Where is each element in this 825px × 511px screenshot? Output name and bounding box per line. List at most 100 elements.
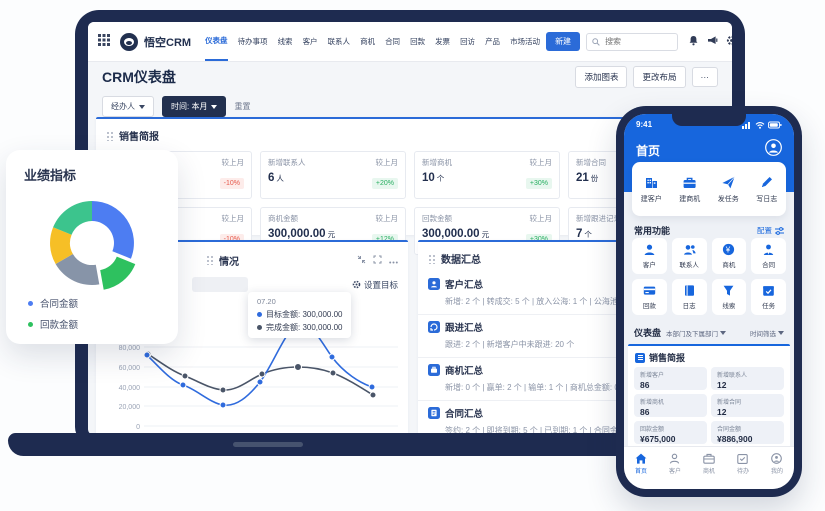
tile-contracts[interactable]: 合同: [751, 238, 786, 274]
series-dot-icon: [257, 325, 262, 330]
svg-text:60,000: 60,000: [119, 365, 141, 372]
summary-item-customer[interactable]: 客户汇总 新增: 2 个 | 转成交: 5 个 | 放入公海: 1 个 | 公海…: [418, 272, 724, 315]
tile-contacts[interactable]: 联系人: [671, 238, 707, 274]
megaphone-icon[interactable]: [707, 33, 718, 51]
tile-payments[interactable]: 回款: [632, 279, 667, 315]
svg-text:0: 0: [136, 424, 140, 431]
calendar-check-icon: [737, 454, 749, 464]
nav-item-contacts[interactable]: 联系人: [327, 37, 351, 46]
stat-tile[interactable]: 新增客户 86: [634, 367, 707, 390]
more-button[interactable]: ···: [691, 67, 718, 87]
tab-customers[interactable]: 客户: [669, 453, 681, 475]
search-box[interactable]: [586, 32, 679, 51]
common-functions-title: 常用功能: [634, 226, 671, 236]
gear-icon[interactable]: [726, 33, 732, 51]
trend-badge: -10%: [219, 178, 244, 189]
nav-item-marketing[interactable]: 市场活动: [510, 37, 541, 46]
nav-item-leads[interactable]: 线索: [277, 37, 293, 46]
kpi-donut-chart: [50, 201, 136, 290]
change-layout-button[interactable]: 更改布局: [633, 66, 686, 88]
chevron-down-icon: [211, 104, 218, 109]
phone-screen: 9:41 首页 建客户: [624, 114, 794, 489]
tile-tasks[interactable]: 任务: [751, 279, 786, 315]
summary-item-opportunity[interactable]: 商机汇总 新增: 0 个 | 赢单: 2 个 | 输单: 1 个 | 商机总金额…: [418, 358, 724, 401]
brief-card[interactable]: 新增商机 10 个较上月 +30%: [414, 151, 560, 199]
bell-icon[interactable]: [688, 33, 699, 51]
chevron-down-icon: [778, 330, 784, 335]
phone-notch: [672, 114, 746, 126]
quick-action-create-customer[interactable]: 建客户: [641, 175, 662, 204]
collapse-icon[interactable]: [357, 251, 366, 269]
quick-action-send-task[interactable]: 发任务: [718, 175, 739, 204]
tile-leads[interactable]: 线索: [711, 279, 747, 315]
add-chart-button[interactable]: 添加图表: [575, 66, 628, 88]
trend-badge: +30%: [525, 178, 552, 189]
svg-text:¥: ¥: [725, 245, 731, 254]
tab-todo[interactable]: 待办: [737, 453, 749, 475]
gear-icon: [352, 280, 361, 289]
status-time: 9:41: [636, 120, 653, 129]
nav-item-customers[interactable]: 客户: [302, 37, 318, 46]
stat-tile[interactable]: 回款金额 ¥675,000: [634, 421, 707, 444]
drag-handle-icon[interactable]: [106, 130, 114, 141]
reset-button[interactable]: 重置: [234, 102, 251, 111]
fullscreen-icon[interactable]: [373, 251, 382, 269]
kpi-title: 业绩指标: [24, 168, 77, 183]
time-filter-phone[interactable]: 时间筛选: [750, 328, 784, 338]
tile-logs[interactable]: 日志: [671, 279, 707, 315]
nav-item-opportunities[interactable]: 商机: [360, 37, 376, 46]
stat-tile[interactable]: 新增联系人 12: [711, 367, 784, 390]
time-filter[interactable]: 时间: 本月: [162, 96, 227, 117]
set-goal-button[interactable]: 设置目标: [352, 279, 398, 291]
page-header: CRM仪表盘 添加图表 更改布局 ···: [88, 66, 732, 88]
drag-handle-icon[interactable]: [206, 255, 214, 265]
top-navbar: 悟空CRM 仪表盘 待办事项 线索 客户 联系人 商机 合同 回款 发票 回访 …: [88, 22, 732, 62]
stat-tile[interactable]: 新增合同 12: [711, 394, 784, 417]
legend-item: 回款金额: [28, 317, 78, 331]
metric-toggle[interactable]: [192, 277, 248, 292]
brief-doc-icon: [635, 352, 645, 363]
brief-card[interactable]: 新增联系人 6 人较上月 +20%: [260, 151, 406, 199]
new-button[interactable]: 新建: [546, 32, 581, 51]
kpi-legend: 合同金额 回款金额: [28, 296, 78, 338]
briefcase-icon: [703, 453, 715, 464]
tile-customers[interactable]: 客户: [632, 238, 667, 274]
stat-tile[interactable]: 新增商机 86: [634, 394, 707, 417]
nav-item-visits[interactable]: 回访: [460, 37, 476, 46]
config-button[interactable]: 配置: [757, 225, 784, 236]
tab-me[interactable]: 我的: [771, 453, 783, 475]
followup-icon: [428, 321, 440, 333]
drag-handle-icon[interactable]: [428, 253, 436, 264]
laptop-base: [8, 433, 712, 456]
sliders-icon: [775, 226, 784, 235]
filter-bar: 经办人 时间: 本月 重置: [102, 96, 250, 117]
trend-badge: +12%: [371, 234, 398, 245]
chevron-down-icon: [720, 330, 727, 335]
phone-dashboard-row: 仪表盘 本部门及下属部门 时间筛选: [634, 326, 784, 339]
phone-avatar[interactable]: [765, 139, 782, 161]
nav-item-dashboard[interactable]: 仪表盘: [205, 22, 228, 61]
quick-action-write-log[interactable]: 写日志: [756, 175, 777, 204]
nav-item-products[interactable]: 产品: [485, 37, 501, 46]
nav-item-todo[interactable]: 待办事项: [237, 37, 268, 46]
svg-text:40,000: 40,000: [119, 385, 141, 392]
tooltip-date: 07.20: [257, 297, 276, 306]
dept-filter[interactable]: 本部门及下属部门: [666, 328, 727, 338]
app-grid-icon[interactable]: [98, 33, 110, 51]
stat-tile[interactable]: 合同金额 ¥886,900: [711, 421, 784, 444]
common-functions-grid: 客户 联系人 ¥ 商机 合同 回款 日志 线索 任务: [632, 238, 786, 315]
tab-opportunities[interactable]: 商机: [703, 453, 715, 475]
tile-opportunities[interactable]: ¥ 商机: [711, 238, 747, 274]
summary-item-followup[interactable]: 跟进汇总 跟进: 2 个 | 新增客户中未跟进: 20 个: [418, 315, 724, 358]
nav-item-contracts[interactable]: 合同: [385, 37, 401, 46]
more-icon[interactable]: [389, 251, 398, 269]
search-input[interactable]: [603, 36, 678, 47]
owner-filter[interactable]: 经办人: [102, 96, 154, 117]
tab-home[interactable]: 首页: [635, 453, 647, 475]
main-nav: 仪表盘 待办事项 线索 客户 联系人 商机 合同 回款 发票 回访 产品 市场活…: [205, 22, 540, 61]
nav-item-invoices[interactable]: 发票: [435, 37, 451, 46]
quick-action-create-opportunity[interactable]: 建商机: [679, 175, 700, 204]
nav-item-payments[interactable]: 回款: [410, 37, 426, 46]
legend-dot-icon: [28, 300, 33, 306]
summary-item-contract[interactable]: 合同汇总 签约: 2 个 | 即将到期: 5 个 | 已到期: 1 个 | 合同…: [418, 401, 724, 435]
